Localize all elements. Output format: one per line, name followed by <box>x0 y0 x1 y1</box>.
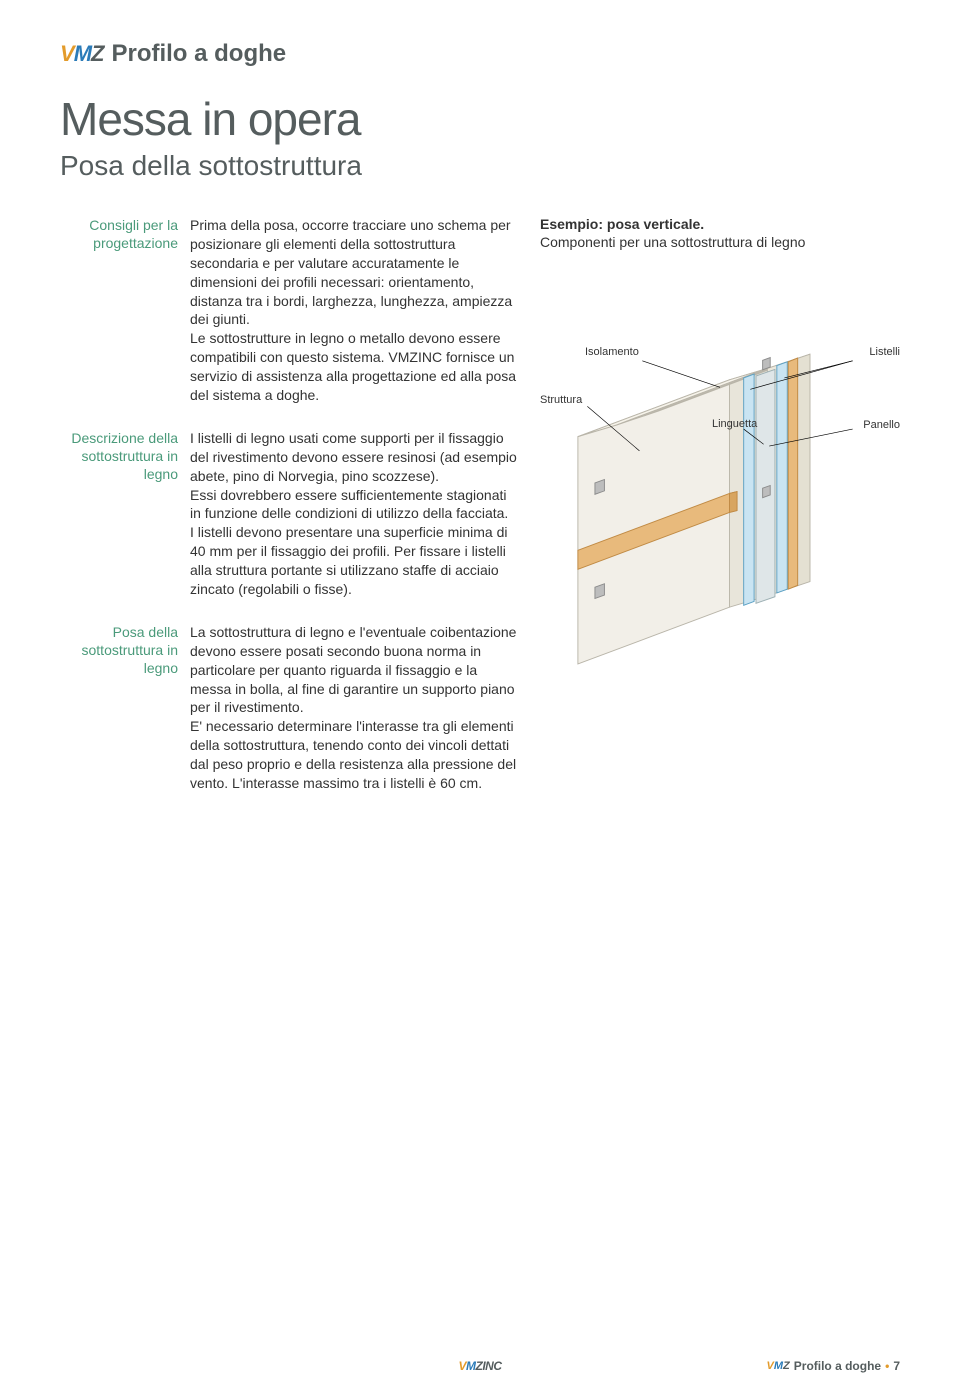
section-descrizione: Descrizione della sottostruttura in legn… <box>60 429 520 599</box>
diagram-container: Isolamento Struttura Linguetta Listelli … <box>540 264 900 704</box>
diagram-panel <box>756 369 775 603</box>
header-row: VMZ Profilo a doghe <box>60 40 900 68</box>
logo-letter-z: Z <box>91 41 103 66</box>
footer-mini-logo: VMZ <box>767 1360 790 1372</box>
right-column: Esempio: posa verticale. Componenti per … <box>540 216 900 704</box>
logo-letter-v: V <box>60 41 74 66</box>
footer-right: VMZ Profilo a doghe • 7 <box>767 1359 900 1373</box>
footer-logo-v: V <box>459 1359 467 1373</box>
diagram-caption-bold: Esempio: posa verticale. <box>540 216 900 232</box>
footer-page: 7 <box>893 1359 900 1373</box>
footer-dot: • <box>885 1359 889 1373</box>
section-body: Prima della posa, occorre tracciare uno … <box>190 216 520 405</box>
section-consigli: Consigli per la progettazione Prima dell… <box>60 216 520 405</box>
content-columns: Consigli per la progettazione Prima dell… <box>60 216 900 817</box>
section-label: Consigli per la progettazione <box>60 216 190 405</box>
header-product-title: Profilo a doghe <box>111 40 286 68</box>
diagram-label-panello: Panello <box>863 419 900 431</box>
section-label: Posa della sottostruttura in legno <box>60 623 190 793</box>
page-subtitle: Posa della sottostruttura <box>60 150 900 182</box>
diagram-label-linguetta: Linguetta <box>712 418 757 430</box>
section-posa: Posa della sottostruttura in legno La so… <box>60 623 520 793</box>
logo-vmz: VMZ <box>60 41 103 67</box>
diagram-caption-sub: Componenti per una sottostruttura di leg… <box>540 234 900 250</box>
page-title: Messa in opera <box>60 92 900 146</box>
diagram-label-isolamento: Isolamento <box>585 346 639 358</box>
section-body: La sottostruttura di legno e l'eventuale… <box>190 623 520 793</box>
section-label: Descrizione della sottostruttura in legn… <box>60 429 190 599</box>
logo-letter-m: M <box>74 41 91 66</box>
footer-logo-m: M <box>466 1359 476 1373</box>
left-column: Consigli per la progettazione Prima dell… <box>60 216 520 817</box>
diagram-wood-vertical <box>788 358 797 589</box>
diagram-label-listelli: Listelli <box>869 346 900 358</box>
footer: VMZINC VMZ Profilo a doghe • 7 <box>60 1359 900 1373</box>
footer-product: Profilo a doghe <box>794 1359 881 1373</box>
footer-logo: VMZINC <box>459 1359 502 1373</box>
diagram-label-struttura: Struttura <box>540 394 582 406</box>
section-body: I listelli di legno usati come supporti … <box>190 429 520 599</box>
diagram-svg <box>540 264 900 704</box>
footer-logo-zinc: ZINC <box>476 1359 502 1373</box>
